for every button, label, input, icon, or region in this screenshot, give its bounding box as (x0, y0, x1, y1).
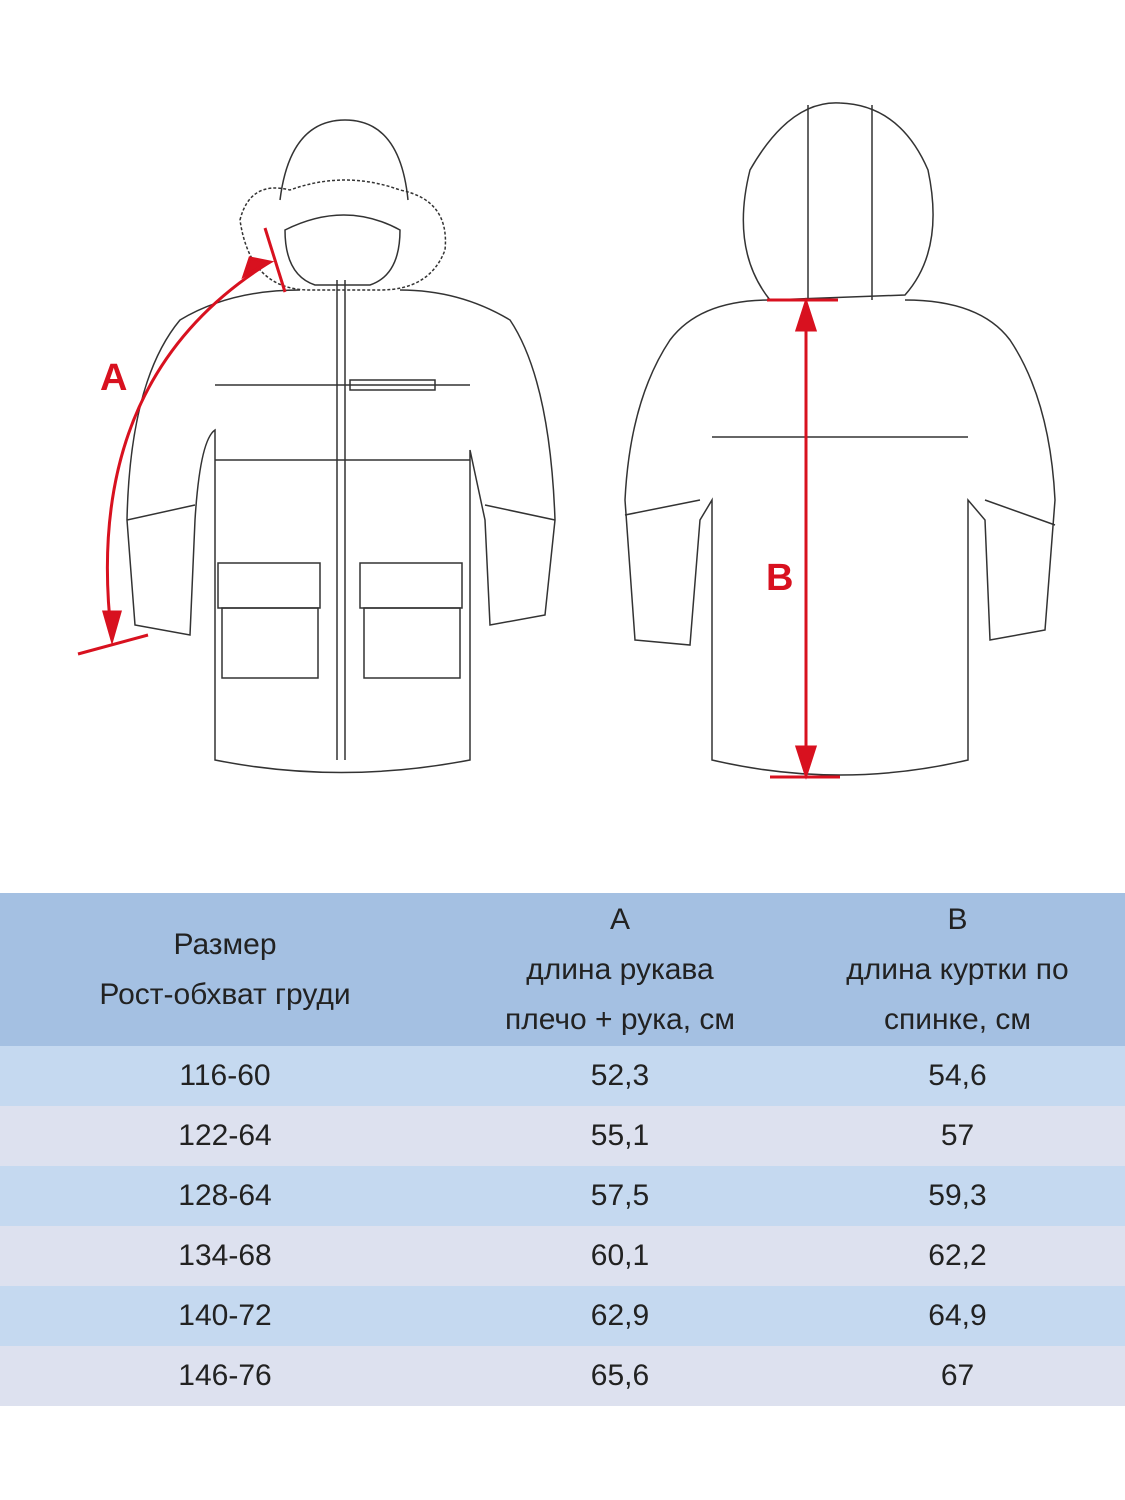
cell-b: 64,9 (928, 1299, 987, 1332)
cell-b: 54,6 (928, 1059, 987, 1092)
cell-size: 128-64 (178, 1179, 272, 1212)
header-size: Размер Рост-обхват груди (0, 893, 450, 1046)
header-a: A длина рукава плечо + рука, см (450, 893, 790, 1046)
label-b: B (766, 557, 793, 599)
cell-size: 116-60 (179, 1059, 271, 1092)
table-row: 140-72 62,9 64,9 (0, 1286, 1125, 1346)
cell-a: 55,1 (590, 1119, 650, 1152)
cell-size: 146-76 (178, 1359, 272, 1392)
header-a-line2: плечо + рука, см (504, 1002, 736, 1036)
label-a: A (100, 357, 127, 399)
cell-a: 60,1 (590, 1239, 650, 1272)
cell-a: 52,3 (590, 1059, 650, 1092)
cell-size: 140-72 (178, 1299, 272, 1332)
cell-a: 65,6 (590, 1359, 650, 1392)
table-row: 122-64 55,1 57 (0, 1106, 1125, 1166)
jacket-measurement-diagram: A B (77, 102, 1056, 780)
header-a-letter: A (609, 902, 630, 936)
cell-a: 57,5 (590, 1179, 650, 1212)
measurement-b-arrow (767, 297, 840, 780)
table-row: 134-68 60,1 62,2 (0, 1226, 1125, 1286)
cell-b: 59,3 (928, 1179, 987, 1212)
header-a-line1: длина рукава (526, 952, 714, 986)
measurement-a-arrow (77, 227, 287, 656)
size-table: Размер Рост-обхват груди A длина рукава … (0, 893, 1125, 1406)
header-size-subtitle: Рост-обхват груди (99, 977, 351, 1011)
jacket-back-sketch (624, 102, 1056, 776)
table-row: 146-76 65,6 67 (0, 1346, 1125, 1406)
table-row: 128-64 57,5 59,3 (0, 1166, 1125, 1226)
cell-b: 62,2 (928, 1239, 987, 1272)
header-b-line1: длина куртки по (846, 952, 1069, 986)
cell-size: 134-68 (178, 1239, 272, 1272)
table-row: 116-60 52,3 54,6 (0, 1046, 1125, 1106)
jacket-front-sketch (126, 119, 556, 774)
header-size-title: Размер (173, 927, 277, 961)
table-header: Размер Рост-обхват груди A длина рукава … (0, 893, 1125, 1046)
header-b-letter: B (947, 902, 968, 936)
header-b-line2: спинке, см (883, 1002, 1031, 1036)
header-b: B длина куртки по спинке, см (790, 893, 1125, 1046)
cell-b: 67 (940, 1359, 975, 1392)
cell-size: 122-64 (178, 1119, 272, 1152)
cell-b: 57 (940, 1119, 975, 1152)
cell-a: 62,9 (590, 1299, 650, 1332)
